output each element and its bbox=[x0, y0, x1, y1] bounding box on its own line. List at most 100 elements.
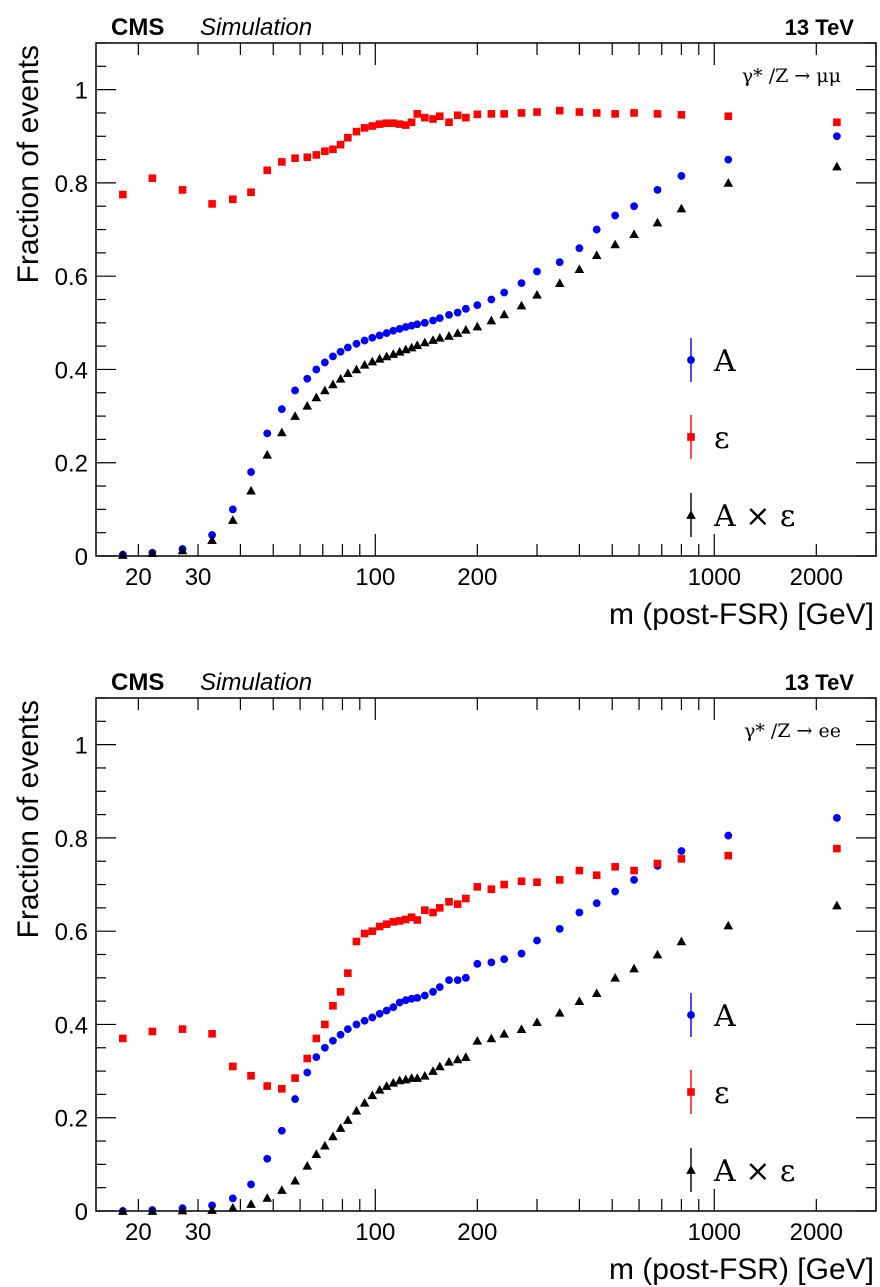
data-point-triangle bbox=[499, 309, 509, 319]
data-point-square bbox=[413, 110, 422, 118]
data-point-triangle bbox=[428, 1066, 438, 1075]
data-point-circle bbox=[832, 813, 841, 822]
x-tick-label: 20 bbox=[125, 564, 152, 591]
data-point-circle bbox=[500, 955, 509, 964]
data-point-triangle bbox=[374, 1084, 385, 1094]
data-point-triangle bbox=[302, 1160, 313, 1170]
data-point-triangle bbox=[629, 229, 639, 239]
data-point-circle bbox=[724, 155, 733, 164]
data-point-circle bbox=[592, 899, 601, 908]
data-point-square bbox=[611, 863, 619, 871]
data-point-square bbox=[421, 113, 429, 122]
data-point-circle bbox=[277, 405, 286, 413]
simulation-label: Simulation bbox=[200, 14, 312, 41]
data-point-circle bbox=[382, 329, 391, 337]
data-point-circle bbox=[533, 936, 541, 945]
legend-label: A bbox=[713, 999, 736, 1034]
data-point-circle bbox=[312, 365, 321, 374]
data-point-triangle bbox=[359, 1098, 370, 1107]
data-point-circle bbox=[677, 172, 686, 180]
data-point-triangle bbox=[207, 1205, 217, 1214]
data-point-square bbox=[382, 920, 391, 928]
data-point-triangle bbox=[320, 1140, 330, 1150]
y-tick-label: 0.8 bbox=[55, 171, 88, 198]
data-point-circle bbox=[360, 1016, 369, 1025]
data-point-square bbox=[291, 1074, 299, 1082]
data-point-square bbox=[592, 109, 601, 117]
data-point-square bbox=[395, 917, 404, 925]
data-point-triangle bbox=[381, 1081, 392, 1090]
data-point-circle bbox=[555, 258, 564, 267]
y-tick-label: 1 bbox=[75, 78, 88, 105]
data-point-circle bbox=[277, 1126, 286, 1135]
data-point-square bbox=[247, 1071, 255, 1080]
data-point-square bbox=[555, 876, 564, 884]
data-point-square bbox=[352, 127, 361, 136]
data-point-triangle bbox=[388, 1077, 399, 1087]
data-point-circle bbox=[352, 1020, 361, 1029]
data-point-square bbox=[575, 866, 584, 875]
data-point-square bbox=[344, 133, 352, 142]
data-point-triangle bbox=[652, 949, 663, 959]
data-point-square bbox=[611, 110, 619, 118]
data-point-circle bbox=[368, 333, 377, 342]
data-point-square bbox=[178, 186, 187, 194]
x-tick-label: 1000 bbox=[688, 564, 741, 591]
data-point-circle bbox=[487, 958, 496, 967]
data-point-circle bbox=[312, 1053, 321, 1061]
data-point-circle bbox=[395, 998, 404, 1007]
data-point-circle bbox=[291, 1095, 299, 1103]
data-point-triangle bbox=[277, 427, 287, 437]
series-square bbox=[119, 844, 841, 1093]
data-point-triangle bbox=[832, 161, 842, 171]
data-point-square bbox=[360, 124, 369, 132]
data-point-triangle bbox=[290, 1175, 300, 1185]
data-point-square bbox=[555, 106, 564, 115]
x-axis-title: m (post-FSR) [GeV] bbox=[609, 1253, 874, 1286]
series-circle bbox=[118, 813, 841, 1215]
y-tick-label: 0 bbox=[75, 1199, 88, 1226]
data-point-square bbox=[119, 190, 127, 199]
data-point-triangle bbox=[420, 337, 430, 347]
data-point-circle bbox=[575, 244, 584, 253]
y-tick-label: 0.6 bbox=[55, 264, 88, 291]
legend-marker-square bbox=[687, 433, 695, 441]
data-point-square bbox=[336, 988, 345, 996]
series-triangle bbox=[118, 900, 842, 1215]
data-point-triangle bbox=[343, 1115, 353, 1124]
data-point-circle bbox=[303, 1068, 312, 1077]
data-point-triangle bbox=[367, 1090, 378, 1100]
data-point-square bbox=[517, 109, 526, 117]
data-point-triangle bbox=[118, 1206, 128, 1215]
data-point-square bbox=[401, 915, 410, 924]
data-point-circle bbox=[375, 331, 384, 340]
legend-label: A × ε bbox=[713, 499, 795, 534]
data-point-triangle bbox=[147, 548, 158, 558]
data-point-triangle bbox=[472, 1035, 483, 1045]
data-point-triangle bbox=[420, 1070, 430, 1080]
data-point-triangle bbox=[351, 1105, 362, 1115]
legend-label: ε bbox=[714, 421, 730, 456]
data-point-circle bbox=[575, 908, 584, 917]
simulation-label: Simulation bbox=[200, 669, 312, 696]
data-point-square bbox=[229, 195, 237, 204]
legend-marker-circle bbox=[687, 356, 695, 364]
data-point-triangle bbox=[302, 401, 313, 410]
data-point-triangle bbox=[435, 1061, 445, 1071]
data-point-triangle bbox=[207, 535, 217, 544]
x-tick-label: 2000 bbox=[790, 1219, 843, 1246]
data-point-triangle bbox=[246, 1199, 256, 1208]
data-point-circle bbox=[435, 983, 444, 992]
x-tick-label: 1000 bbox=[688, 1219, 741, 1246]
data-point-square bbox=[445, 898, 453, 906]
data-point-circle bbox=[228, 505, 237, 514]
data-point-circle bbox=[389, 1003, 398, 1012]
data-point-square bbox=[429, 115, 437, 123]
data-point-triangle bbox=[277, 1185, 287, 1194]
data-point-circle bbox=[487, 295, 496, 304]
x-tick-label: 2000 bbox=[790, 564, 843, 591]
data-point-triangle bbox=[335, 373, 346, 383]
data-point-circle bbox=[336, 347, 345, 356]
data-point-circle bbox=[461, 304, 470, 313]
legend-label: ε bbox=[714, 1076, 730, 1111]
